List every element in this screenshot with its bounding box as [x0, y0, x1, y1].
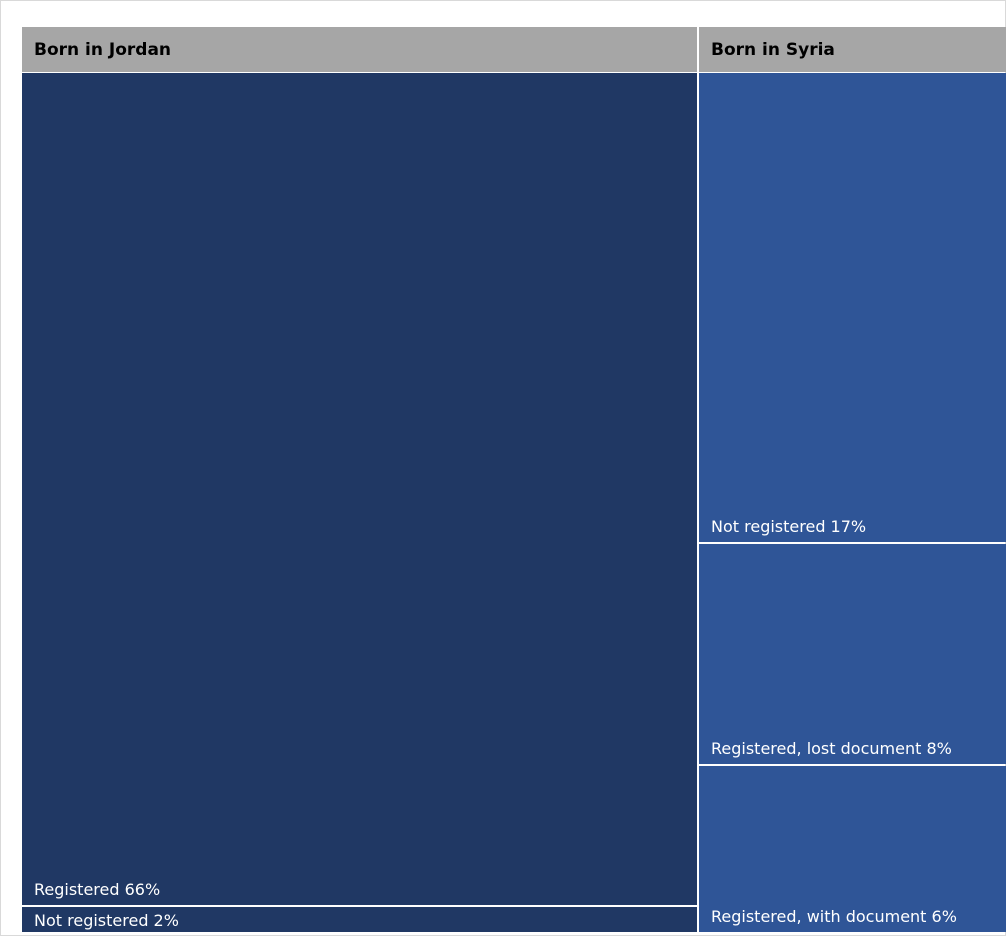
tile-label: Registered 66%: [34, 880, 161, 899]
treemap-tile: Registered 66%: [22, 73, 697, 905]
treemap-tile: Registered, with document 6%: [699, 766, 1006, 932]
tile-label: Registered, with document 6%: [711, 907, 957, 926]
tile-label: Not registered 2%: [34, 911, 179, 930]
tile-label: Registered, lost document 8%: [711, 739, 952, 758]
treemap-tile: Registered, lost document 8%: [699, 544, 1006, 764]
treemap-tile: Not registered 17%: [699, 73, 1006, 542]
tile-label: Not registered 17%: [711, 517, 867, 536]
group-header: Born in Jordan: [22, 27, 697, 72]
group-header: Born in Syria: [699, 27, 1006, 72]
treemap-tile: Not registered 2%: [22, 907, 697, 932]
